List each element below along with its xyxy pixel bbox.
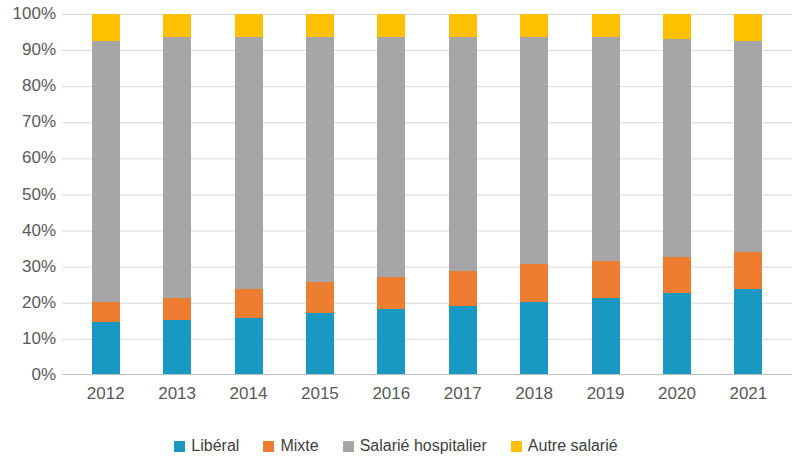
legend-item-liberal: Libéral	[174, 437, 239, 455]
segment-liberal-2019	[592, 298, 620, 374]
segment-salarie-hospitalier-2021	[734, 41, 762, 252]
legend-item-autre-salarie: Autre salarié	[511, 437, 618, 455]
x-label-2018: 2018	[498, 384, 569, 404]
y-tick-100pct: 100%	[0, 4, 56, 24]
legend: Libéral Mixte Salarié hospitalier Autre sal…	[0, 437, 792, 455]
segment-salarie-hospitalier-2017	[449, 37, 477, 271]
bar-stack-2013	[163, 14, 191, 374]
plot-row: 100%90%80%70%60%50%40%30%20%10%0%	[0, 14, 792, 375]
bar-group-2014	[213, 14, 284, 374]
segment-mixte-2020	[663, 257, 691, 293]
y-tick-80pct: 80%	[0, 76, 56, 96]
x-label-2012: 2012	[70, 384, 141, 404]
segment-autre-salarie-2018	[520, 14, 548, 37]
legend-swatch-mixte	[263, 441, 274, 452]
segment-mixte-2019	[592, 261, 620, 299]
segment-salarie-hospitalier-2020	[663, 39, 691, 257]
y-tick-10pct: 10%	[0, 329, 56, 349]
x-label-2021: 2021	[713, 384, 784, 404]
segment-salarie-hospitalier-2014	[235, 37, 263, 289]
legend-swatch-autre-salarie	[511, 441, 522, 452]
segment-salarie-hospitalier-2016	[377, 37, 405, 276]
segment-liberal-2016	[377, 309, 405, 374]
legend-swatch-salarie-hospitalier	[343, 441, 354, 452]
y-tick-70pct: 70%	[0, 112, 56, 132]
bar-group-2021	[713, 14, 784, 374]
legend-label-salarie-hospitalier: Salarié hospitalier	[360, 437, 487, 455]
bar-group-2015	[284, 14, 355, 374]
y-tick-20pct: 20%	[0, 293, 56, 313]
bar-group-2019	[570, 14, 641, 374]
x-label-2015: 2015	[284, 384, 355, 404]
bar-group-2020	[641, 14, 712, 374]
segment-autre-salarie-2013	[163, 14, 191, 37]
segment-mixte-2018	[520, 264, 548, 302]
x-axis: 2012201320142015201620172018201920202021	[62, 384, 792, 404]
segment-mixte-2016	[377, 277, 405, 309]
segment-mixte-2012	[92, 302, 120, 322]
legend-label-mixte: Mixte	[280, 437, 318, 455]
segment-liberal-2012	[92, 322, 120, 374]
segment-liberal-2015	[306, 313, 334, 374]
segment-salarie-hospitalier-2018	[520, 37, 548, 264]
segment-autre-salarie-2016	[377, 14, 405, 37]
segment-mixte-2015	[306, 282, 334, 313]
segment-autre-salarie-2012	[92, 14, 120, 41]
bar-group-2012	[70, 14, 141, 374]
y-axis: 100%90%80%70%60%50%40%30%20%10%0%	[0, 14, 56, 375]
bar-stack-2021	[734, 14, 762, 374]
y-tick-90pct: 90%	[0, 40, 56, 60]
legend-label-liberal: Libéral	[191, 437, 239, 455]
segment-autre-salarie-2017	[449, 14, 477, 37]
segment-liberal-2018	[520, 302, 548, 374]
y-tick-50pct: 50%	[0, 185, 56, 205]
segment-salarie-hospitalier-2012	[92, 41, 120, 302]
segment-liberal-2021	[734, 289, 762, 374]
x-label-2019: 2019	[570, 384, 641, 404]
segment-mixte-2017	[449, 271, 477, 305]
y-tick-30pct: 30%	[0, 257, 56, 277]
segment-autre-salarie-2014	[235, 14, 263, 37]
bar-group-2013	[141, 14, 212, 374]
y-tick-0pct: 0%	[0, 365, 56, 385]
segment-mixte-2021	[734, 252, 762, 290]
segment-salarie-hospitalier-2019	[592, 37, 620, 260]
segment-autre-salarie-2015	[306, 14, 334, 37]
legend-label-autre-salarie: Autre salarié	[528, 437, 618, 455]
bar-stack-2017	[449, 14, 477, 374]
bar-stack-2016	[377, 14, 405, 374]
bar-stack-2012	[92, 14, 120, 374]
legend-swatch-liberal	[174, 441, 185, 452]
x-label-2013: 2013	[141, 384, 212, 404]
segment-liberal-2013	[163, 320, 191, 374]
segment-autre-salarie-2019	[592, 14, 620, 37]
segment-mixte-2014	[235, 289, 263, 318]
x-label-2017: 2017	[427, 384, 498, 404]
bar-group-2017	[427, 14, 498, 374]
x-label-2016: 2016	[356, 384, 427, 404]
bar-stack-2015	[306, 14, 334, 374]
x-label-2014: 2014	[213, 384, 284, 404]
segment-autre-salarie-2020	[663, 14, 691, 39]
bar-stack-2020	[663, 14, 691, 374]
plot-area	[62, 14, 792, 375]
stacked-bar-chart: 100%90%80%70%60%50%40%30%20%10%0% 201220…	[0, 0, 792, 466]
segment-liberal-2020	[663, 293, 691, 374]
bar-stack-2019	[592, 14, 620, 374]
segment-liberal-2014	[235, 318, 263, 374]
y-tick-60pct: 60%	[0, 148, 56, 168]
segment-salarie-hospitalier-2013	[163, 37, 191, 298]
bar-stack-2018	[520, 14, 548, 374]
legend-item-mixte: Mixte	[263, 437, 318, 455]
segment-autre-salarie-2021	[734, 14, 762, 41]
y-tick-40pct: 40%	[0, 221, 56, 241]
segment-mixte-2013	[163, 298, 191, 320]
x-label-2020: 2020	[641, 384, 712, 404]
bar-group-2016	[356, 14, 427, 374]
segment-liberal-2017	[449, 306, 477, 374]
legend-item-salarie-hospitalier: Salarié hospitalier	[343, 437, 487, 455]
bar-group-2018	[498, 14, 569, 374]
bar-stack-2014	[235, 14, 263, 374]
segment-salarie-hospitalier-2015	[306, 37, 334, 282]
